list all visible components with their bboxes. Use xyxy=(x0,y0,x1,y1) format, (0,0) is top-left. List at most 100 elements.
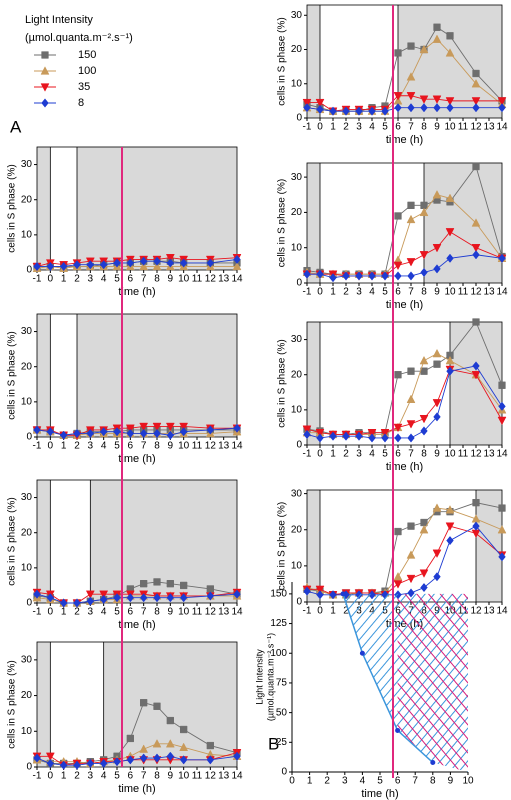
data-point xyxy=(99,758,108,769)
data-point xyxy=(126,734,134,743)
data-point xyxy=(179,422,189,432)
data-point xyxy=(432,190,442,199)
x-tick-label: 4 xyxy=(360,776,366,787)
x-tick-label: 4 xyxy=(101,274,107,285)
y-tick-label: 50 xyxy=(276,707,288,718)
y-tick-label: 20 xyxy=(291,369,303,380)
data-point xyxy=(406,258,416,267)
data-point xyxy=(368,106,376,116)
x-tick-label: 2 xyxy=(343,606,349,617)
data-point xyxy=(419,355,429,365)
data-point xyxy=(394,433,402,443)
data-point xyxy=(472,498,480,507)
y-axis-label: cells in S phase (%) xyxy=(277,17,288,105)
data-point xyxy=(166,716,174,725)
data-point xyxy=(140,580,148,588)
data-point xyxy=(446,32,454,40)
data-point xyxy=(206,425,215,435)
x-tick-label: 4 xyxy=(101,441,107,452)
data-point xyxy=(419,251,429,260)
y-tick-label: 10 xyxy=(21,562,33,573)
data-point xyxy=(126,755,135,765)
data-point xyxy=(46,593,55,603)
x-tick-label: 13 xyxy=(218,441,230,452)
data-point xyxy=(472,521,480,531)
data-point xyxy=(139,744,149,753)
x-tick-label: 6 xyxy=(395,776,401,787)
data-point xyxy=(86,260,95,270)
data-point xyxy=(179,593,188,603)
data-point xyxy=(381,106,389,116)
y-tick-label: 30 xyxy=(291,172,303,183)
data-point xyxy=(406,214,416,224)
y-tick-label: 25 xyxy=(276,737,288,748)
x-tick-label: 12 xyxy=(470,449,482,460)
data-point xyxy=(153,753,161,763)
x-axis-label: time (h) xyxy=(118,619,155,631)
x-tick-label: -1 xyxy=(303,606,312,617)
y-tick-label: 30 xyxy=(21,159,33,170)
data-point xyxy=(232,261,242,271)
data-point xyxy=(433,264,441,274)
x-tick-label: 0 xyxy=(317,606,323,617)
x-tick-label: 13 xyxy=(483,122,495,133)
data-point xyxy=(86,596,95,606)
x-tick-label: 0 xyxy=(48,607,54,618)
data-point xyxy=(303,586,311,596)
x-tick-label: -1 xyxy=(33,771,42,782)
data-point xyxy=(420,103,428,113)
x-tick-label: 11 xyxy=(192,771,203,782)
data-point xyxy=(393,571,403,581)
data-point xyxy=(342,431,350,441)
light-period xyxy=(320,5,398,118)
boundary-line xyxy=(342,593,434,764)
data-point xyxy=(206,258,215,268)
data-point xyxy=(406,72,416,81)
x-tick-label: 0 xyxy=(317,287,323,298)
data-point xyxy=(407,201,415,210)
y-tick-label: 0 xyxy=(26,265,32,276)
plot-frame xyxy=(36,313,238,438)
plot-frame xyxy=(306,162,503,284)
data-point xyxy=(471,244,481,253)
x-tick-label: 1 xyxy=(330,449,336,460)
x-tick-label: 5 xyxy=(382,287,388,298)
data-point xyxy=(394,527,402,536)
x-tick-label: 6 xyxy=(395,287,401,298)
x-tick-label: 12 xyxy=(470,287,482,298)
y-tick-label: 0 xyxy=(281,767,287,778)
x-tick-label: 0 xyxy=(289,776,295,787)
y-tick-label: 0 xyxy=(26,432,32,443)
data-point xyxy=(355,271,363,281)
data-point xyxy=(433,103,441,113)
x-tick-label: 9 xyxy=(168,441,174,452)
data-point xyxy=(126,428,135,439)
data-point xyxy=(472,162,480,171)
y-tick-label: 10 xyxy=(21,396,33,407)
x-tick-label: 10 xyxy=(178,607,190,618)
x-tick-label: 11 xyxy=(458,287,469,298)
y-axis-label: cells in S phase (%) xyxy=(277,179,288,267)
data-point xyxy=(41,98,49,108)
data-point xyxy=(419,414,429,424)
y-axis-label: (µmol.quanta.m⁻².s⁻¹) xyxy=(265,633,275,721)
x-tick-label: 13 xyxy=(483,449,495,460)
x-tick-label: 0 xyxy=(48,771,54,782)
panel-label: A xyxy=(10,117,22,136)
data-point xyxy=(153,578,161,586)
data-point xyxy=(303,103,311,113)
y-tick-label: 30 xyxy=(291,488,303,499)
boundary-point xyxy=(430,760,436,765)
y-tick-label: 100 xyxy=(270,648,287,659)
data-point xyxy=(419,569,429,578)
data-point xyxy=(432,244,442,253)
y-tick-label: 30 xyxy=(21,492,33,503)
x-tick-label: 3 xyxy=(342,776,348,787)
x-tick-label: 10 xyxy=(444,287,456,298)
x-tick-label: -1 xyxy=(303,122,312,133)
data-point xyxy=(99,590,109,599)
data-point xyxy=(433,412,441,422)
data-point xyxy=(139,256,148,266)
x-tick-label: 5 xyxy=(114,274,120,285)
data-point xyxy=(206,741,214,750)
